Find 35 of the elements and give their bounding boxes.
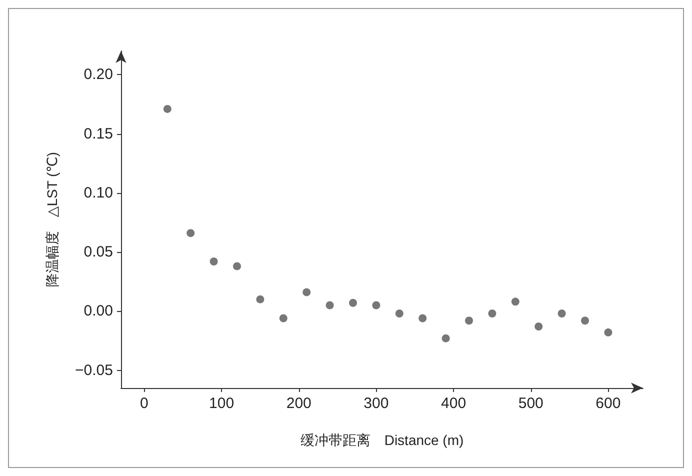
y-tick-label: 0.10	[84, 184, 113, 202]
x-tick-label: 600	[596, 395, 621, 412]
point	[511, 298, 520, 306]
point	[256, 295, 264, 304]
x-tick-label: 100	[209, 395, 234, 412]
y-axis-title: 降温幅度 △LST (℃)	[44, 152, 60, 288]
point	[163, 104, 172, 113]
point	[279, 314, 288, 322]
point	[349, 298, 357, 307]
x-tick-label: 300	[364, 395, 389, 412]
point	[372, 301, 380, 310]
point	[488, 310, 496, 318]
point	[186, 229, 195, 238]
point	[395, 310, 404, 318]
point	[581, 316, 589, 325]
point	[442, 334, 450, 342]
point	[302, 288, 311, 296]
point	[465, 316, 473, 325]
y-tick-label: −0.05	[75, 362, 113, 379]
point	[534, 322, 543, 331]
x-tick-label: 400	[441, 395, 466, 412]
x-tick-label: 200	[286, 395, 312, 412]
point	[326, 301, 334, 310]
y-tick-label: 0.20	[84, 66, 113, 84]
point	[558, 310, 566, 318]
point	[418, 314, 427, 322]
y-tick-label: 0.00	[84, 302, 113, 320]
x-axis-title: 缓冲带距离 Distance (m)	[300, 432, 464, 448]
point	[233, 262, 241, 270]
point	[210, 257, 218, 266]
x-tick-label: 500	[518, 395, 544, 412]
point	[604, 328, 612, 336]
x-tick-label: 0	[140, 395, 148, 412]
y-tick-label: 0.05	[84, 244, 113, 261]
y-tick-label: 0.15	[84, 125, 113, 142]
